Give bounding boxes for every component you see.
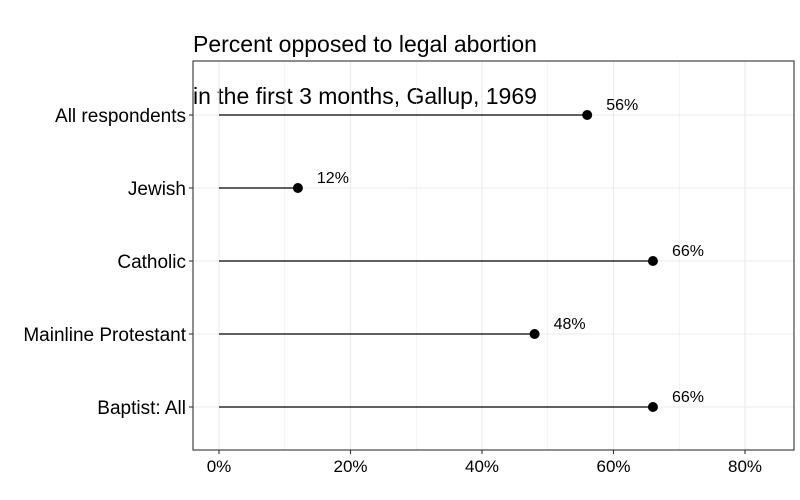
y-tick-label: Mainline Protestant	[23, 325, 186, 346]
y-tick-label: Jewish	[128, 179, 186, 200]
x-tick-label: 0%	[207, 457, 232, 476]
panel-border	[192, 60, 795, 451]
data-label: 66%	[672, 389, 704, 406]
data-label: 12%	[317, 170, 349, 187]
lollipop-point	[292, 183, 303, 193]
lollipop-point	[582, 110, 593, 120]
x-tick-label: 60%	[596, 457, 630, 476]
chart-title: Percent opposed to legal abortion in the…	[193, 5, 537, 135]
data-label: 56%	[606, 97, 638, 114]
data-label: 66%	[672, 243, 704, 260]
lollipop-point	[529, 329, 540, 339]
data-label: 48%	[554, 316, 586, 333]
y-tick-label: All respondents	[55, 106, 186, 127]
chart-title-line1: Percent opposed to legal abortion	[193, 31, 537, 57]
y-tick-label: Baptist: All	[97, 398, 186, 419]
x-tick-label: 80%	[728, 457, 762, 476]
lollipop-point	[647, 402, 658, 412]
chart-title-line2: in the first 3 months, Gallup, 1969	[193, 83, 537, 109]
lollipop-point	[647, 256, 658, 266]
y-tick-label: Catholic	[117, 252, 186, 273]
x-tick-label: 40%	[465, 457, 499, 476]
x-tick-label: 20%	[333, 457, 367, 476]
